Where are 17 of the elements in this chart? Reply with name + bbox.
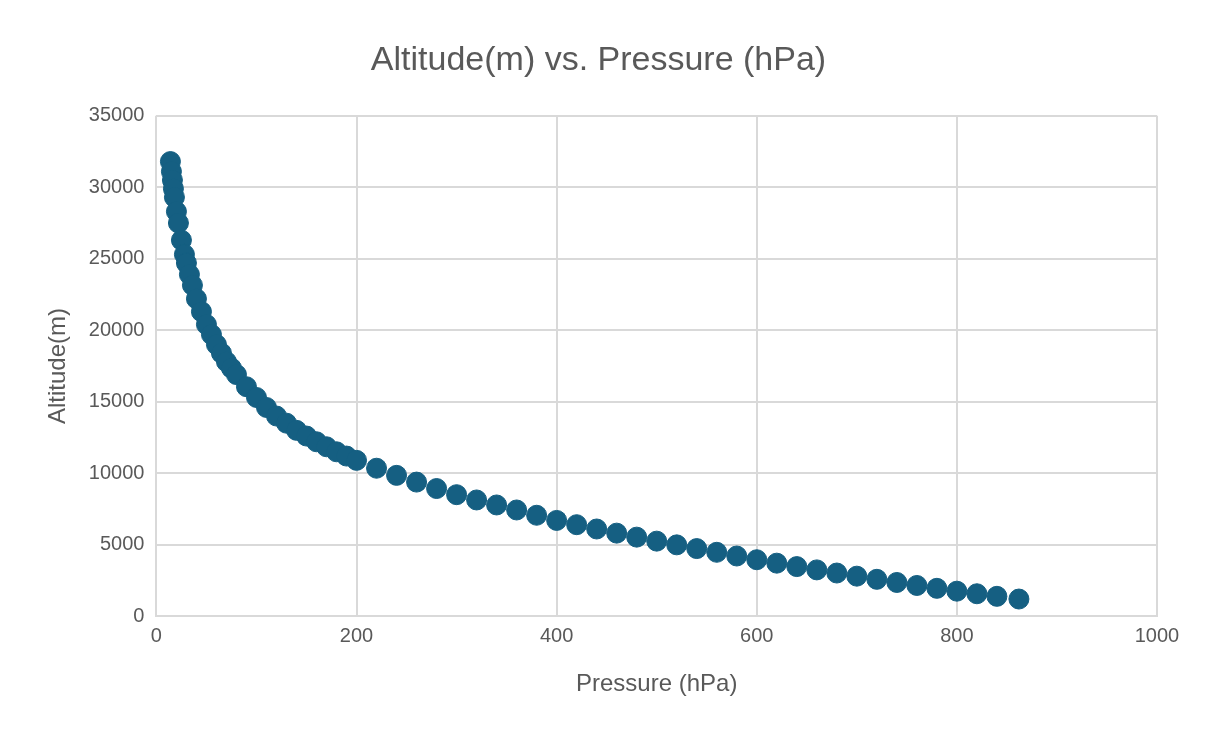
x-tick-label: 0 (150, 623, 162, 646)
x-tick-label: 400 (539, 623, 574, 646)
y-tick-label: 5000 (99, 532, 145, 555)
y-tick-label: 35000 (88, 103, 145, 126)
y-tick-label: 30000 (88, 174, 145, 197)
x-tick-label: 800 (940, 623, 974, 646)
x-tick-label: 200 (339, 623, 374, 646)
chart-title: Altitude(m) vs. Pressure (hPa) (370, 38, 827, 77)
y-tick-label: 25000 (88, 246, 145, 269)
x-tick-label: 600 (740, 623, 774, 646)
y-tick-label: 15000 (88, 389, 145, 412)
y-tick-label: 0 (133, 603, 145, 626)
x-axis-title: Pressure (hPa) (576, 669, 738, 697)
y-tick-label: 20000 (88, 317, 145, 340)
y-tick-label: 10000 (88, 460, 145, 483)
y-axis-title: Altitude(m) (43, 307, 71, 425)
x-tick-label: 1000 (1134, 623, 1180, 646)
